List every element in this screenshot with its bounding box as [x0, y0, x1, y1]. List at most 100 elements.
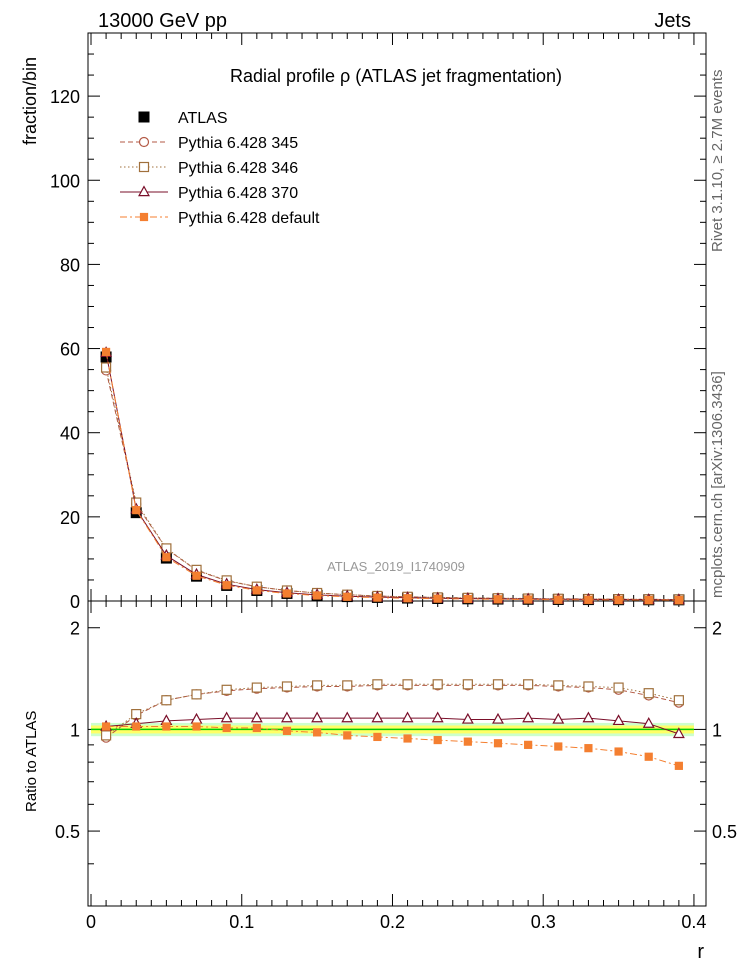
ratio-data-point: [402, 679, 413, 690]
ratio-data-point: [371, 711, 384, 723]
ratio-data-point: [341, 711, 354, 723]
main-ylabel: fraction/bin: [20, 57, 40, 145]
legend-label: Pythia 6.428 370: [178, 185, 298, 202]
ratio-y-tick-label: 0.5: [55, 822, 80, 842]
main-y-tick-label: 60: [60, 340, 80, 360]
ratio-data-point: [403, 734, 412, 743]
ratio-data-point: [372, 679, 383, 690]
main-data-point: [674, 595, 683, 605]
legend-label: Pythia 6.428 default: [178, 210, 320, 227]
main-data-point: [554, 595, 563, 604]
main-data-point: [584, 595, 593, 604]
main-data-point: [132, 506, 141, 515]
ratio-data-point: [281, 681, 293, 692]
main-data-point: [162, 553, 171, 562]
main-data-point: [343, 592, 352, 601]
ratio-y-tick-label-right: 0.5: [712, 822, 737, 842]
ratio-y-tick-label: 1: [70, 720, 80, 740]
ratio-series-group: [100, 679, 685, 770]
ratio-data-point: [522, 711, 535, 723]
legend-entry: ATLAS: [138, 110, 228, 127]
ratio-xlabel: r: [697, 941, 704, 963]
legend-marker: [138, 185, 150, 197]
ratio-ylabel: Ratio to ATLAS: [23, 711, 40, 812]
rivet-label: Rivet 3.1.10, ≥ 2.7M events: [709, 70, 726, 253]
main-data-point: [493, 595, 503, 604]
ratio-data-point: [614, 747, 623, 756]
ratio-data-point: [101, 722, 111, 731]
main-data-point: [614, 595, 623, 605]
main-series-line: [105, 351, 679, 601]
ratio-data-point: [463, 737, 472, 746]
ratio-data-point: [462, 679, 473, 690]
ratio-reference-band: [91, 722, 694, 737]
ratio-data-point: [220, 711, 233, 723]
main-y-tick-label: 0: [70, 592, 80, 612]
ratio-data-point: [552, 712, 565, 724]
legend: ATLAS Pythia 6.428 345 Pythia 6.428 346 Pyt…: [120, 110, 320, 227]
ratio-data-point: [191, 689, 202, 700]
ratio-data-point: [373, 732, 382, 742]
main-data-point: [192, 571, 201, 580]
ratio-data-point: [281, 711, 293, 723]
ratio-series-2: [100, 711, 685, 739]
legend-entry: Pythia 6.428 346: [120, 160, 298, 177]
main-data-point: [100, 362, 112, 373]
ratio-data-point: [192, 722, 201, 731]
watermark: ATLAS_2019_I1740909: [327, 559, 465, 574]
ratio-data-point: [553, 680, 564, 691]
x-tick-label: 0.1: [229, 912, 254, 932]
main-y-tick-label: 20: [60, 508, 80, 528]
main-y-tick-label: 100: [50, 171, 80, 191]
main-data-point: [433, 594, 442, 603]
ratio-data-point: [401, 711, 414, 723]
main-title: Radial profile ρ (ATLAS jet fragmentatio…: [230, 66, 562, 86]
header-right: Jets: [654, 10, 691, 32]
ratio-data-point: [523, 679, 534, 690]
main-data-point: [403, 594, 412, 603]
main-data-point: [524, 595, 533, 604]
main-series-group: [100, 346, 685, 606]
ratio-data-point: [433, 735, 442, 745]
legend-marker: [139, 212, 149, 222]
ratio-data-point: [343, 731, 352, 740]
ratio-data-point: [431, 711, 444, 723]
ratio-y-tick-label: 2: [70, 619, 80, 639]
ratio-data-point: [461, 712, 474, 724]
ratio-data-point: [432, 679, 443, 690]
legend-marker: [138, 161, 150, 173]
ratio-data-point: [644, 752, 653, 761]
main-axes: 0 20 40 60 80 100 120: [50, 33, 706, 612]
ratio-data-point: [642, 717, 655, 728]
ratio-data-point: [613, 682, 624, 693]
main-y-tick-label: 120: [50, 87, 80, 107]
main-data-point: [282, 589, 292, 598]
ratio-data-point: [161, 695, 172, 706]
ratio-data-point: [673, 695, 684, 706]
legend-label: Pythia 6.428 346: [178, 160, 298, 177]
ratio-data-point: [492, 712, 504, 724]
ratio-data-point: [221, 684, 232, 695]
x-tick-label: 0.4: [681, 912, 706, 932]
main-y-tick-label: 40: [60, 424, 80, 444]
mcplots-label: mcplots.cern.ch [arXiv:1306.3436]: [709, 371, 726, 598]
ratio-data-point: [674, 761, 683, 770]
ratio-data-point: [583, 681, 594, 692]
ratio-data-point: [584, 744, 593, 753]
main-data-point: [373, 593, 382, 602]
ratio-data-point: [524, 740, 533, 749]
x-tick-label: 0: [86, 912, 96, 932]
ratio-data-point: [612, 714, 625, 726]
ratio-data-point: [162, 722, 171, 731]
header-left: 13000 GeV pp: [98, 10, 227, 32]
ratio-data-point: [313, 728, 322, 737]
ratio-axes: 0 0.1 0.2 0.3 0.4 0.5 0.5 1 1 2 2: [55, 601, 737, 932]
ratio-data-point: [493, 739, 503, 748]
legend-entry: Pythia 6.428 370: [120, 185, 298, 202]
ratio-data-point: [250, 711, 263, 723]
x-tick-label: 0.3: [531, 912, 556, 932]
ratio-data-point: [492, 679, 504, 690]
ratio-data-point: [282, 726, 292, 735]
ratio-data-point: [311, 711, 324, 723]
